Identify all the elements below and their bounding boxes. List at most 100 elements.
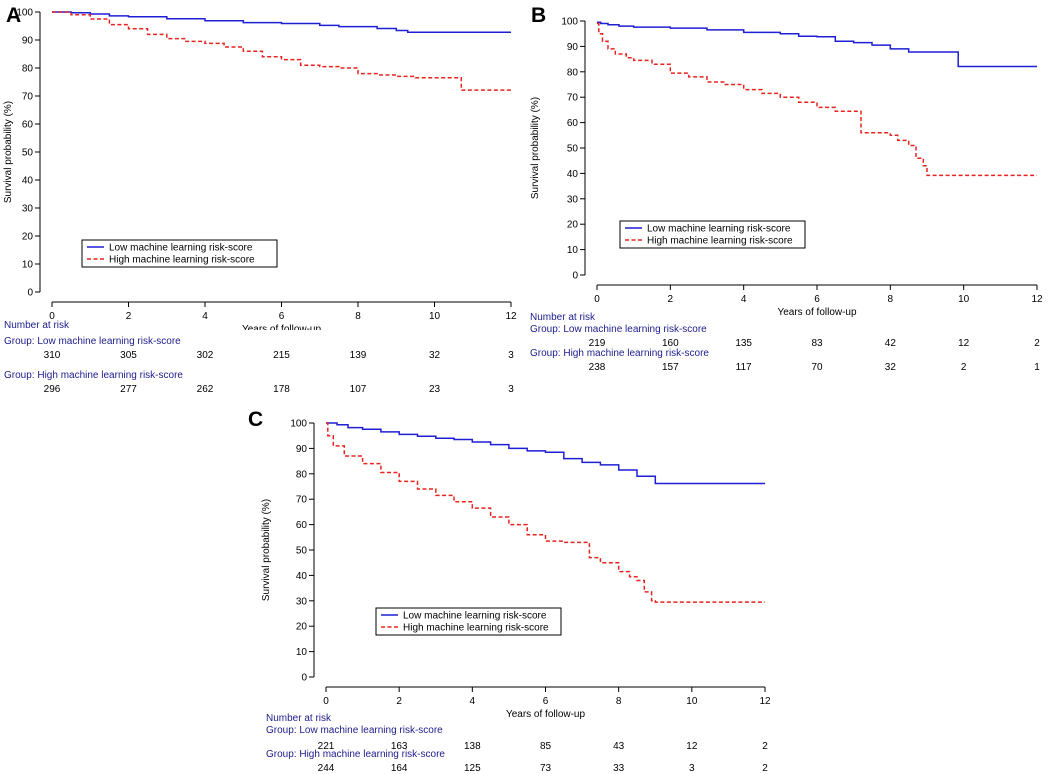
y-tick-label: 60 xyxy=(22,120,34,131)
legend-high-label: High machine learning risk-score xyxy=(109,255,255,266)
legend-high-label: High machine learning risk-score xyxy=(403,623,549,634)
risk-count-low-c: 2 xyxy=(762,741,768,752)
risk-count-high-b: 117 xyxy=(735,362,752,373)
risk-group-high-label-a: Group: High machine learning risk-score xyxy=(4,370,183,381)
y-tick-label: 10 xyxy=(567,245,579,256)
x-tick-label: 12 xyxy=(1031,294,1043,305)
risk-group-high-label-c: Group: High machine learning risk-score xyxy=(266,749,445,760)
y-tick-label: 60 xyxy=(296,520,308,531)
risk-count-low-b: 160 xyxy=(661,338,679,349)
risk-count-low-a: 305 xyxy=(120,350,137,361)
y-axis-label: Survival probability (%) xyxy=(530,97,541,199)
risk-table-header-a: Number at risk xyxy=(4,320,70,331)
risk-count-low-b: 135 xyxy=(735,338,752,349)
y-tick-label: 90 xyxy=(22,36,34,47)
risk-group-low-label-c: Group: Low machine learning risk-score xyxy=(266,725,443,736)
legend-box xyxy=(81,239,278,268)
risk-count-low-a: 215 xyxy=(273,350,290,361)
risk-count-low-b: 2 xyxy=(1034,338,1040,349)
y-tick-label: 20 xyxy=(567,220,579,231)
y-tick-label: 50 xyxy=(296,546,308,557)
y-tick-label: 20 xyxy=(296,622,308,633)
y-tick-label: 100 xyxy=(561,17,578,28)
panel-letter-a: A xyxy=(6,4,22,27)
km-chart-c: 0 10 20 30 40 50 60 70 80 90 100 0 2 4 6 8 10 12 Years of … xyxy=(261,419,771,721)
y-tick-label: 10 xyxy=(296,647,308,658)
risk-count-high-a: 178 xyxy=(273,384,290,395)
risk-count-low-c: 163 xyxy=(390,741,408,752)
high-risk-survival-curve xyxy=(597,22,1037,177)
risk-count-high-c: 33 xyxy=(613,763,625,774)
y-tick-label: 90 xyxy=(567,42,579,53)
x-tick-label: 8 xyxy=(616,696,622,707)
y-tick-label: 80 xyxy=(567,67,579,78)
risk-count-high-a: 277 xyxy=(120,384,137,395)
x-tick-label: 4 xyxy=(741,294,747,305)
risk-count-low-a: 302 xyxy=(196,350,214,361)
y-tick-label: 40 xyxy=(22,176,34,187)
risk-count-high-b: 1 xyxy=(1034,362,1040,373)
risk-group-high-label-b: Group: High machine learning risk-score xyxy=(530,348,709,359)
risk-count-high-c: 2 xyxy=(762,763,768,774)
y-tick-label: 0 xyxy=(572,271,578,282)
x-tick-label: 8 xyxy=(888,294,894,305)
risk-count-high-b: 238 xyxy=(588,362,606,373)
risk-count-high-c: 164 xyxy=(390,763,408,774)
y-tick-label: 40 xyxy=(567,169,579,180)
risk-count-high-c: 125 xyxy=(463,763,481,774)
x-tick-label: 12 xyxy=(759,696,771,707)
risk-count-low-c: 43 xyxy=(613,741,625,752)
risk-count-low-c: 85 xyxy=(539,741,552,752)
risk-count-high-a: 23 xyxy=(428,384,441,395)
legend-low-label: Low machine learning risk-score xyxy=(647,224,791,235)
risk-count-low-c: 221 xyxy=(317,741,335,752)
risk-group-low-label-b: Group: Low machine learning risk-score xyxy=(530,324,707,335)
high-risk-survival-curve xyxy=(326,422,765,603)
x-tick-label: 4 xyxy=(470,696,476,707)
y-tick-label: 70 xyxy=(296,495,308,506)
y-tick-label: 50 xyxy=(567,144,579,155)
y-tick-label: 30 xyxy=(22,204,34,215)
risk-count-high-a: 262 xyxy=(196,384,214,395)
legend-high-label: High machine learning risk-score xyxy=(647,236,793,247)
y-tick-label: 50 xyxy=(22,148,34,159)
y-tick-label: 30 xyxy=(296,596,308,607)
x-tick-label: 8 xyxy=(355,311,361,322)
risk-count-high-a: 296 xyxy=(43,384,61,395)
y-tick-label: 20 xyxy=(22,232,34,243)
legend-low-label: Low machine learning risk-score xyxy=(403,611,547,622)
legend-box xyxy=(375,607,562,636)
risk-count-low-b: 83 xyxy=(811,338,823,349)
low-risk-survival-curve xyxy=(326,422,765,485)
x-tick-label: 2 xyxy=(396,696,402,707)
y-axis-label: Survival probability (%) xyxy=(261,499,272,601)
y-tick-label: 40 xyxy=(296,571,308,582)
y-tick-label: 100 xyxy=(16,8,33,19)
y-tick-label: 100 xyxy=(290,419,307,430)
risk-count-high-c: 244 xyxy=(317,763,335,774)
x-tick-label: 10 xyxy=(958,294,970,305)
y-tick-label: 90 xyxy=(296,444,308,455)
y-tick-label: 80 xyxy=(22,64,34,75)
risk-count-high-b: 70 xyxy=(811,362,823,373)
risk-count-high-b: 32 xyxy=(884,362,896,373)
x-axis-label: Years of follow-up xyxy=(777,307,857,318)
x-tick-label: 10 xyxy=(686,696,698,707)
panel-letter-c: C xyxy=(248,408,264,431)
legend-box xyxy=(619,220,806,249)
risk-count-low-a: 3 xyxy=(508,350,514,361)
risk-count-high-c: 3 xyxy=(689,763,695,774)
x-tick-label: 0 xyxy=(594,294,600,305)
x-axis-label: Years of follow-up xyxy=(506,709,586,720)
y-tick-label: 70 xyxy=(22,92,34,103)
km-chart-b: 0 10 20 30 40 50 60 70 80 90 100 0 2 4 6 8 10 12 Years of … xyxy=(530,17,1043,319)
risk-count-low-b: 219 xyxy=(588,338,606,349)
x-tick-label: 12 xyxy=(505,311,517,322)
x-tick-label: 6 xyxy=(814,294,820,305)
x-tick-label: 2 xyxy=(126,311,132,322)
risk-count-low-b: 12 xyxy=(958,338,970,349)
y-tick-label: 10 xyxy=(22,260,34,271)
risk-count-high-c: 73 xyxy=(539,763,552,774)
